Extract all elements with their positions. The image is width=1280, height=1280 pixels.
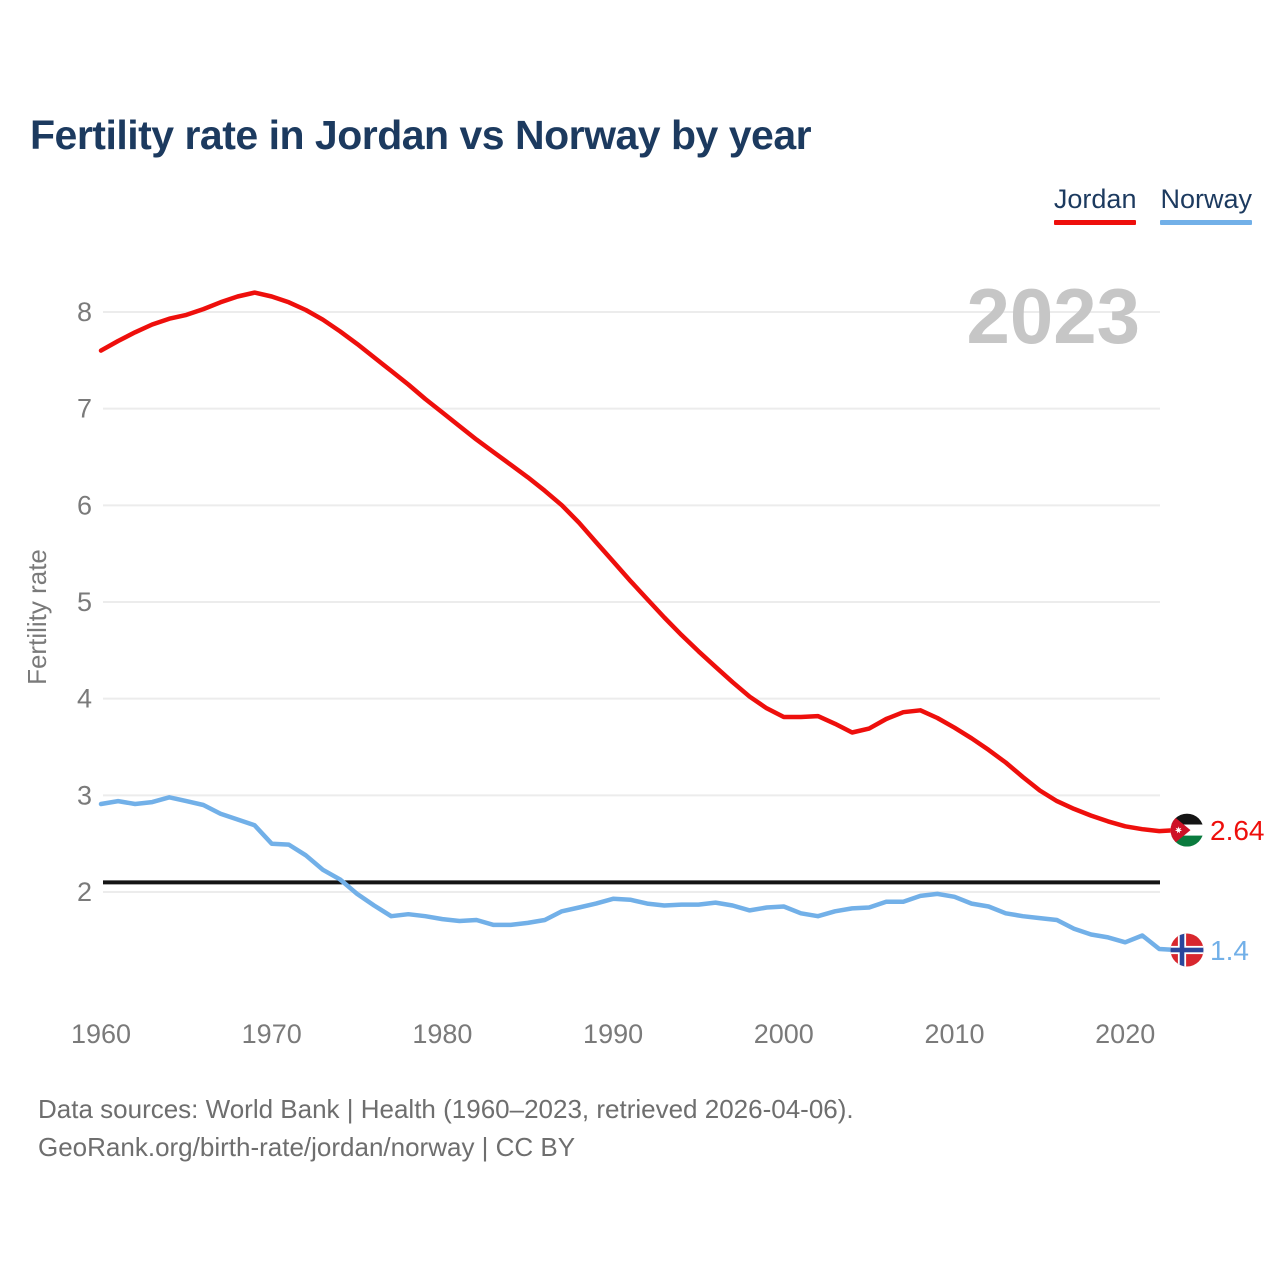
x-tick-label: 2020 — [1095, 1019, 1155, 1049]
jordan-line — [98, 290, 1179, 834]
legend-label-norway: Norway — [1160, 184, 1252, 214]
page-title: Fertility rate in Jordan vs Norway by ye… — [30, 112, 812, 158]
footer-sources: Data sources: World Bank | Health (1960–… — [38, 1094, 854, 1124]
gridlines — [103, 310, 1160, 893]
x-axis-ticks: 1960 1970 1980 1990 2000 2010 2020 — [71, 1019, 1155, 1049]
y-tick-label: 7 — [77, 394, 92, 424]
chart-watermark: 2023 — [966, 272, 1140, 360]
x-tick-label: 1980 — [412, 1019, 472, 1049]
y-tick-label: 6 — [77, 490, 92, 520]
y-tick-label: 5 — [77, 587, 92, 617]
x-tick-label: 1970 — [242, 1019, 302, 1049]
y-tick-label: 2 — [77, 877, 92, 907]
x-tick-label: 2000 — [754, 1019, 814, 1049]
norway-end-value: 1.4 — [1210, 935, 1249, 966]
y-tick-label: 3 — [77, 780, 92, 810]
y-axis-title: Fertility rate — [22, 549, 52, 685]
legend-label-jordan: Jordan — [1053, 184, 1137, 214]
legend-underline-norway — [1160, 220, 1252, 225]
norway-line — [98, 795, 1179, 953]
footer: Data sources: World Bank | Health (1960–… — [38, 1090, 854, 1166]
jordan-flag-star — [1174, 826, 1183, 834]
legend-underline-jordan — [1053, 220, 1137, 225]
legend: Jordan Norway — [1053, 184, 1252, 225]
x-tick-label: 2010 — [924, 1019, 984, 1049]
x-tick-label: 1990 — [583, 1019, 643, 1049]
legend-item-norway[interactable]: Norway — [1160, 184, 1252, 225]
y-axis-ticks: 2 3 4 5 6 7 8 — [77, 297, 92, 907]
x-tick-label: 1960 — [71, 1019, 131, 1049]
y-tick-label: 4 — [77, 684, 92, 714]
jordan-end-value: 2.64 — [1210, 815, 1265, 846]
footer-attribution: GeoRank.org/birth-rate/jordan/norway | C… — [38, 1132, 576, 1162]
legend-item-jordan[interactable]: Jordan — [1053, 184, 1137, 225]
jordan-flag-icon — [1170, 813, 1204, 847]
norway-flag-icon — [1170, 933, 1204, 967]
y-tick-label: 8 — [77, 297, 92, 327]
